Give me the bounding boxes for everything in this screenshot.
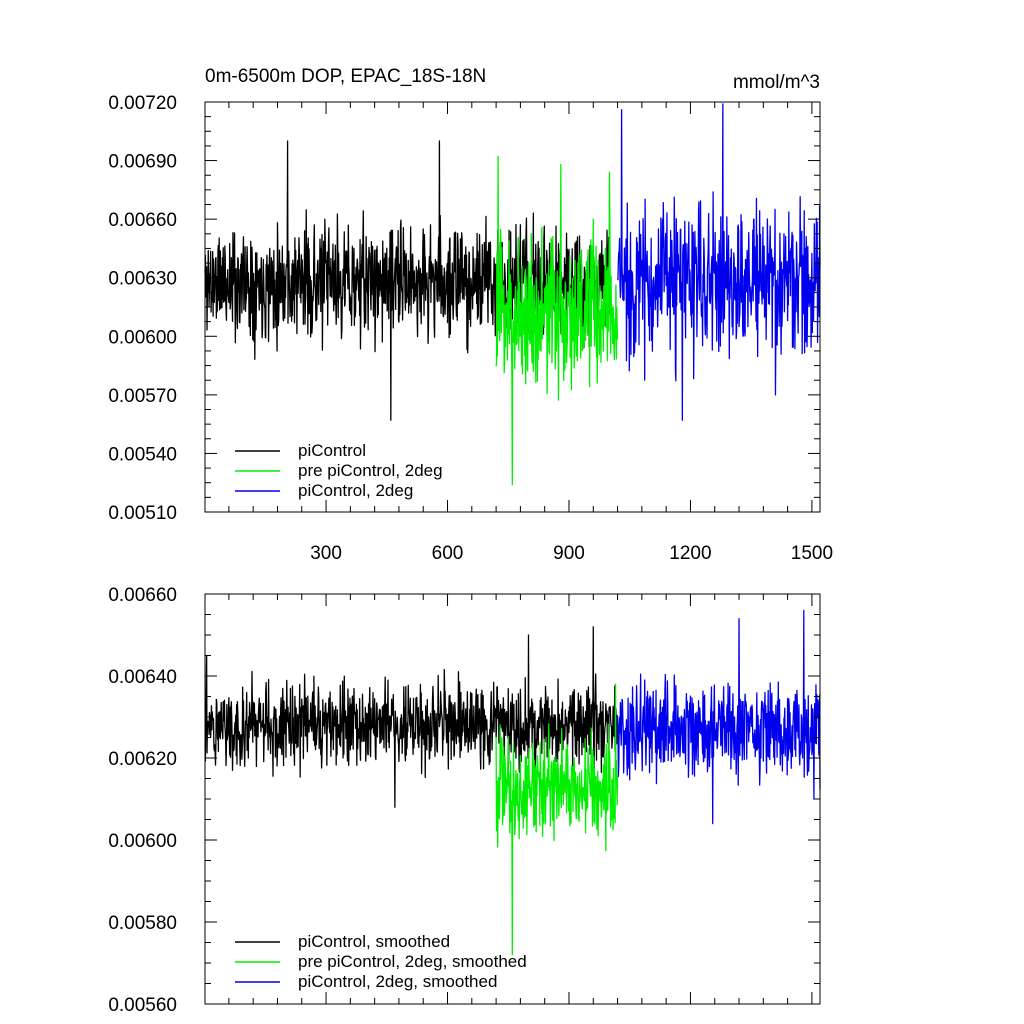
top-legend-label-picontrol-2deg: piControl, 2deg [298,481,413,500]
top-chart-title: 0m-6500m DOP, EPAC_18S-18N [205,66,486,87]
bottom-legend-label-picontrol-smoothed: piControl, smoothed [298,932,450,951]
bottom-series-lines [204,609,821,956]
top-y-tick-label: 0.00540 [108,444,177,465]
top-legend-label-picontrol: piControl [298,441,366,460]
top-x-tick-label: 1500 [791,543,833,564]
top-legend-label-pre-picontrol-2deg: pre piControl, 2deg [298,461,443,480]
bottom-y-tick-label: 0.00580 [108,913,177,934]
bottom-y-tick-label: 0.00620 [108,749,177,770]
top-legend: piControl pre piControl, 2deg piControl,… [235,441,443,500]
top-x-tick-label: 300 [310,543,342,564]
bottom-panel: 0.00560 0.00580 0.00600 0.00620 0.00640 0.006… [108,585,821,1016]
top-series-lines [204,103,821,486]
top-series-line-pre-picontrol-2deg [495,156,619,486]
bottom-axis-ticks: 0.00560 0.00580 0.00600 0.00620 0.00640 0.006… [108,585,820,1016]
bottom-y-tick-label: 0.00640 [108,667,177,688]
top-series-line-picontrol-2deg [616,103,821,421]
top-panel: 0m-6500m DOP, EPAC_18S-18N mmol/m^3 0.00… [108,66,833,564]
top-y-tick-label: 0.00510 [108,503,177,524]
bottom-legend-label-pre-picontrol-2deg-smoothed: pre piControl, 2deg, smoothed [298,952,527,971]
top-x-tick-label: 1200 [669,543,711,564]
bottom-legend: piControl, smoothed pre piControl, 2deg,… [235,932,527,991]
top-y-tick-label: 0.00720 [108,93,177,114]
top-y-tick-label: 0.00630 [108,269,177,290]
top-x-tick-label: 900 [553,543,585,564]
top-y-tick-label: 0.00570 [108,386,177,407]
top-y-tick-label: 0.00660 [108,210,177,231]
bottom-legend-label-picontrol-2deg-smoothed: piControl, 2deg, smoothed [298,972,497,991]
bottom-y-tick-label: 0.00660 [108,585,177,606]
top-axis-ticks: 0.00510 0.00540 0.00570 0.00600 0.00630 0.006… [108,93,833,564]
bottom-y-tick-label: 0.00560 [108,995,177,1016]
bottom-y-tick-label: 0.00600 [108,831,177,852]
bottom-series-line-picontrol-2deg-smoothed [616,609,821,825]
top-chart-units: mmol/m^3 [733,72,820,93]
bottom-series-line-pre-picontrol-2deg-smoothed [495,683,619,956]
top-x-tick-label: 600 [432,543,464,564]
top-y-tick-label: 0.00690 [108,152,177,173]
top-y-tick-label: 0.00600 [108,327,177,348]
